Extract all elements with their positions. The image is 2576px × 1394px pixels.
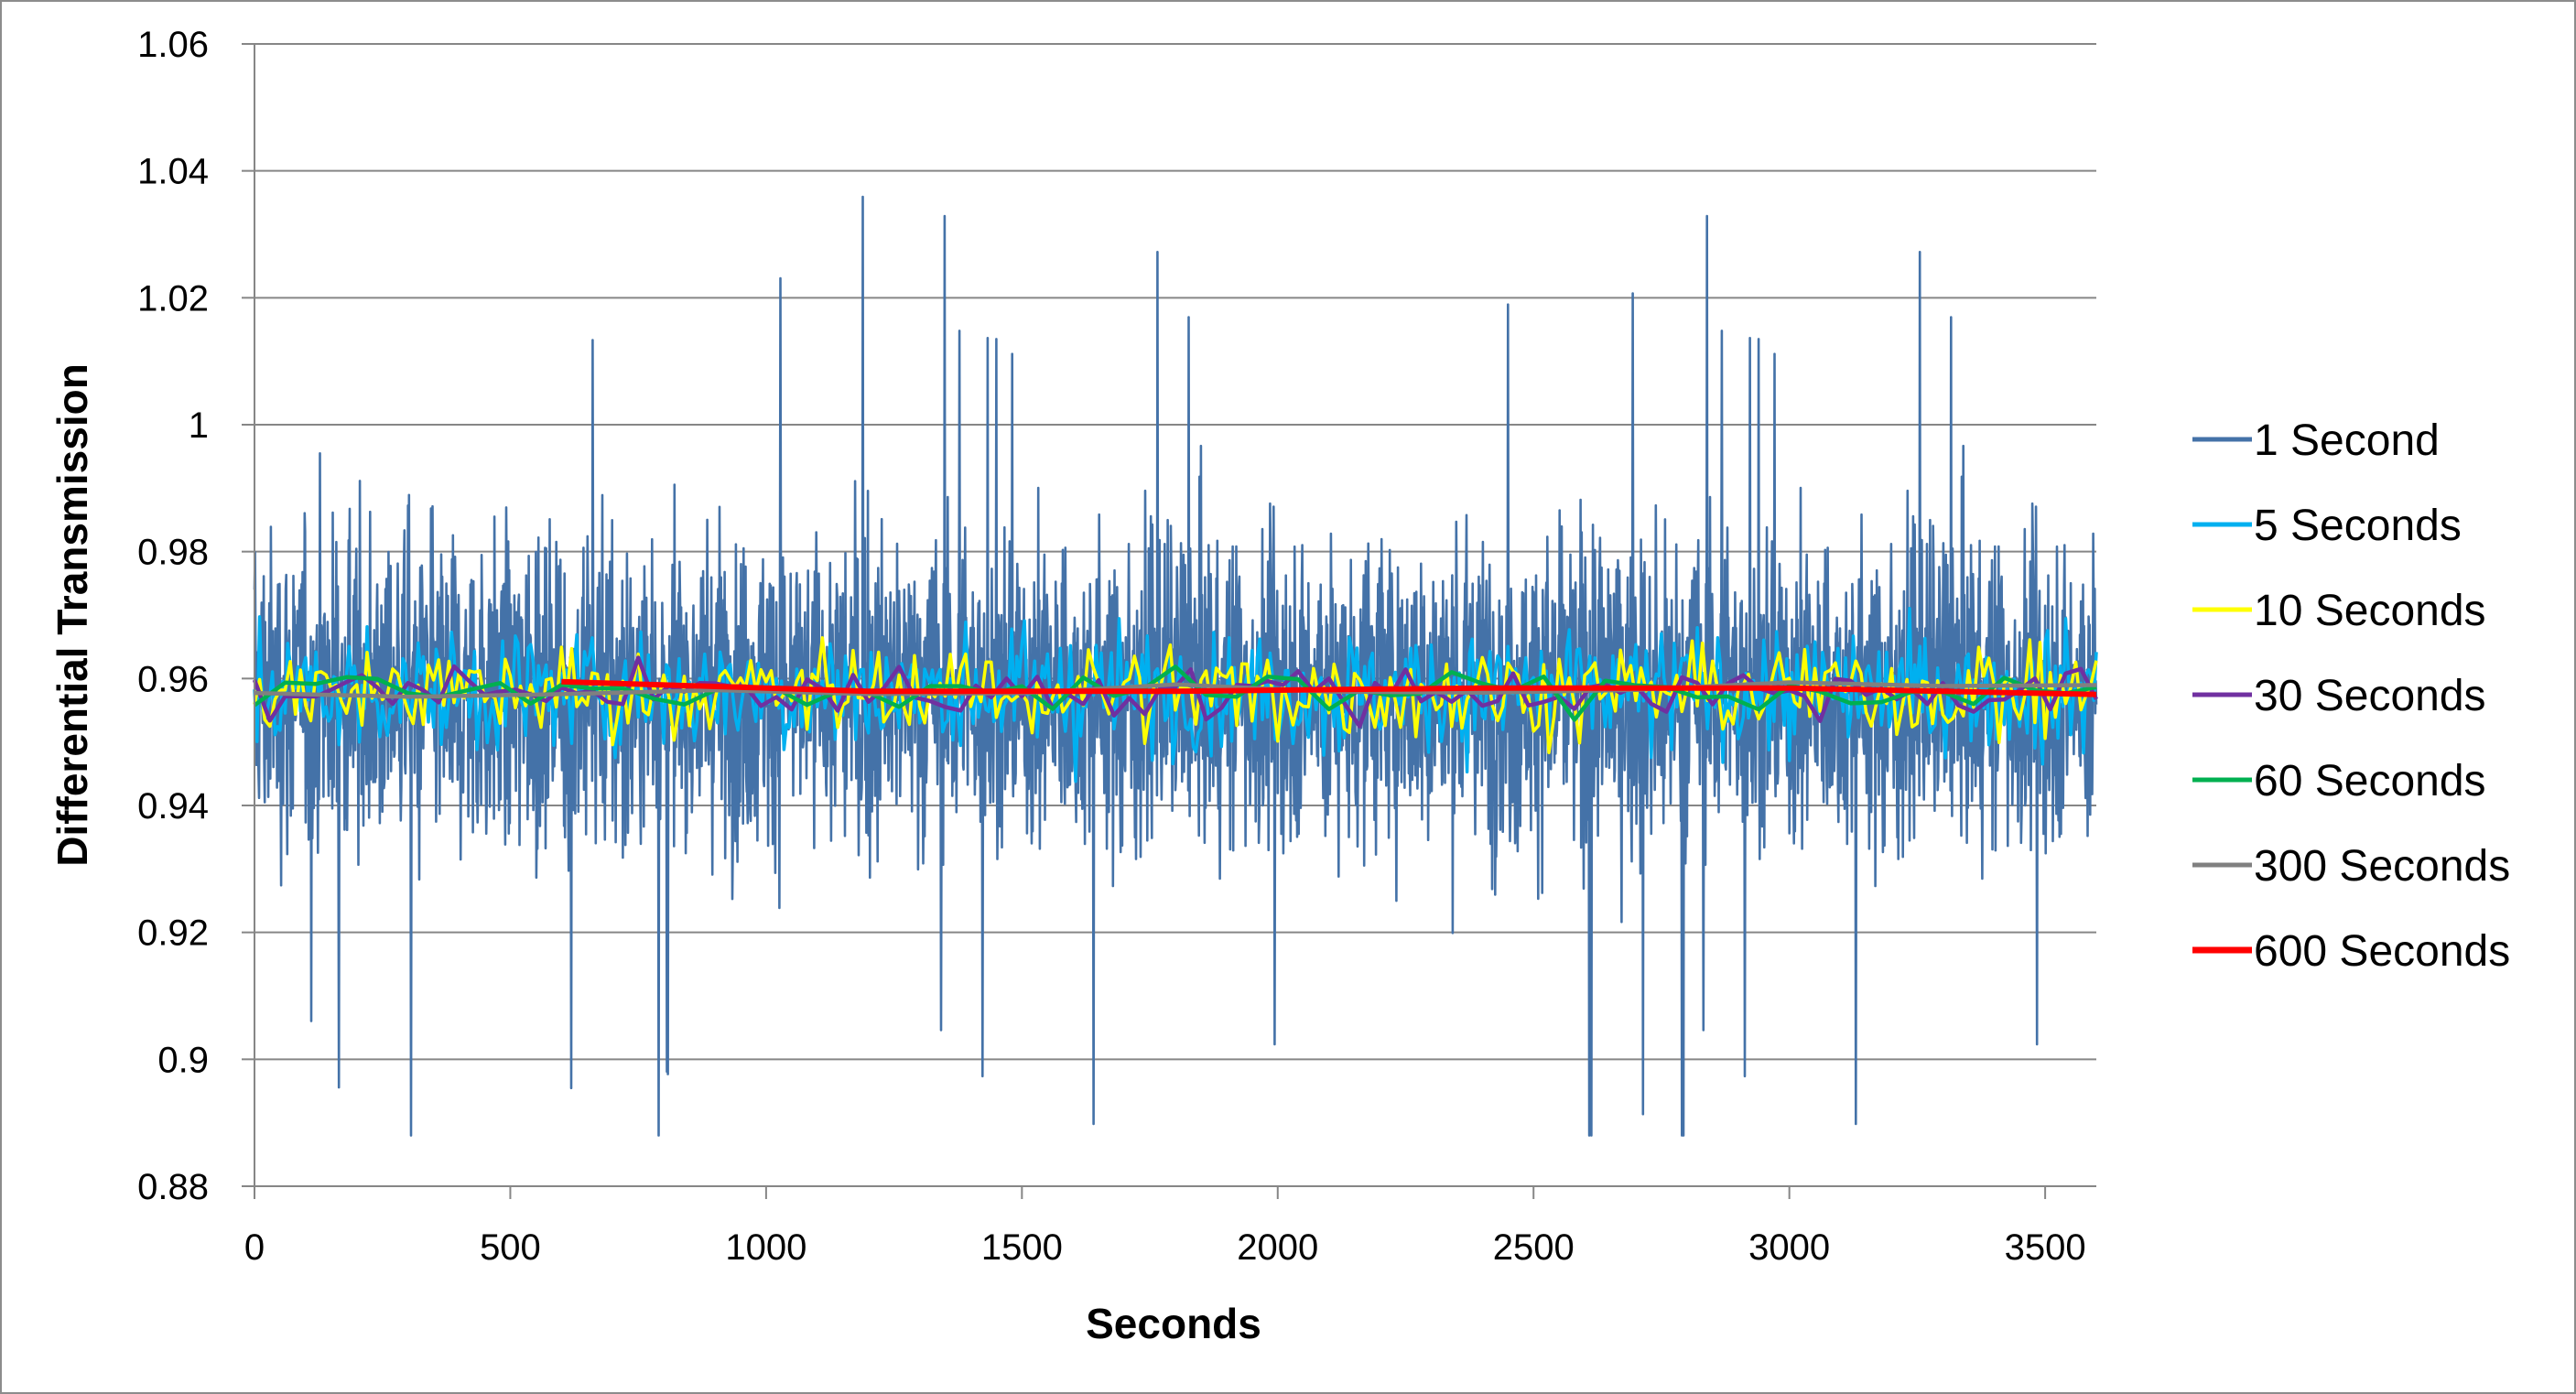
y-tick-label: 0.9 xyxy=(157,1040,209,1080)
legend-label: 10 Seconds xyxy=(2254,587,2486,635)
x-tick-label: 1500 xyxy=(981,1227,1063,1268)
x-tick-label: 1000 xyxy=(725,1227,806,1268)
legend-item: 5 Seconds xyxy=(2192,502,2462,550)
y-tick-label: 1 xyxy=(189,405,209,446)
legend-item: 30 Seconds xyxy=(2192,672,2486,720)
y-tick-label: 1.06 xyxy=(137,25,209,65)
legend-label: 300 Seconds xyxy=(2254,842,2510,891)
y-tick-label: 0.96 xyxy=(137,659,209,699)
x-tick-label: 500 xyxy=(480,1227,541,1268)
legend-label: 600 Seconds xyxy=(2254,927,2510,976)
x-tick-label: 2000 xyxy=(1237,1227,1318,1268)
legend-label: 1 Second xyxy=(2254,416,2440,465)
legend-item: 10 Seconds xyxy=(2192,587,2486,635)
legend-label: 5 Seconds xyxy=(2254,502,2462,550)
x-tick-labels: 0 500 1000 1500 2000 2500 3000 3500 xyxy=(244,1227,2086,1268)
series-line-5-seconds xyxy=(253,607,2098,783)
y-tick-labels: 0.88 0.9 0.92 0.94 0.96 0.98 1 1.02 1.04 1.06 xyxy=(137,25,209,1207)
legend-label: 60 Seconds xyxy=(2254,757,2486,805)
x-tick-label: 3500 xyxy=(2005,1227,2086,1268)
legend: 1 Second 5 Seconds 10 Seconds 30 Seconds 60 … xyxy=(2192,416,2510,976)
series-line-10-seconds xyxy=(253,636,2098,754)
y-tick-label: 1.02 xyxy=(137,278,209,319)
legend-item: 300 Seconds xyxy=(2192,842,2510,891)
y-tick-label: 0.92 xyxy=(137,913,209,954)
x-axis-title: Seconds xyxy=(1086,1300,1261,1347)
y-tick-label: 0.98 xyxy=(137,533,209,573)
x-tick-label: 3000 xyxy=(1748,1227,1830,1268)
legend-item: 60 Seconds xyxy=(2192,757,2486,805)
legend-item: 600 Seconds xyxy=(2192,927,2510,976)
series-line-300-seconds xyxy=(254,680,2097,699)
series-lines xyxy=(252,195,2099,1137)
axes xyxy=(254,44,2096,1187)
x-tick-label: 2500 xyxy=(1493,1227,1575,1268)
x-tick-label: 0 xyxy=(244,1227,265,1268)
series-line-1-second xyxy=(253,195,2098,1137)
y-axis-title: Differential Transmission xyxy=(49,363,96,867)
y-tick-label: 0.88 xyxy=(137,1167,209,1207)
y-tick-label: 1.04 xyxy=(137,152,209,192)
legend-item: 1 Second xyxy=(2192,416,2440,465)
legend-label: 30 Seconds xyxy=(2254,672,2486,720)
y-tick-label: 0.94 xyxy=(137,786,209,827)
series-line-600-seconds xyxy=(561,678,2097,697)
